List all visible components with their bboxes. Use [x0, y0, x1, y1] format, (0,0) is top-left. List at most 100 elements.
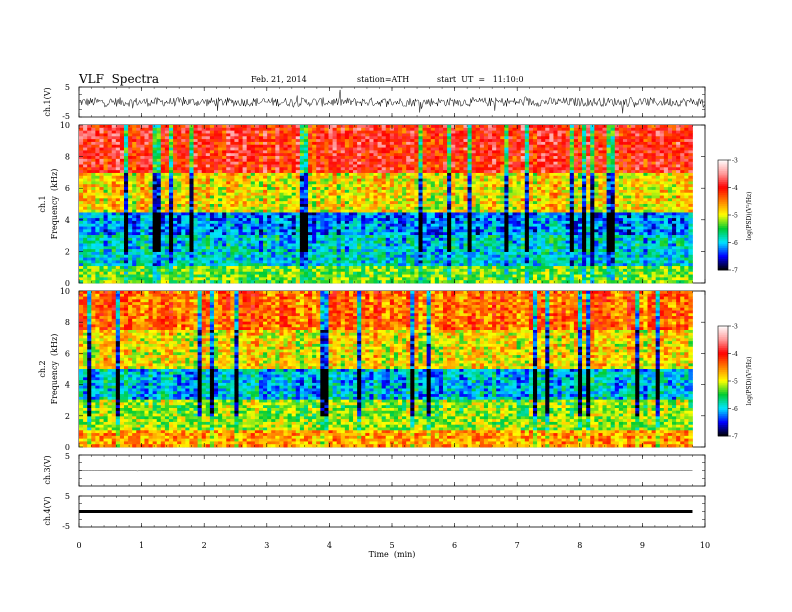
ch1-spectrogram-cell	[209, 125, 215, 129]
ch1-spectrogram-cell	[537, 204, 542, 208]
ch1-spectrogram-cell	[659, 141, 665, 146]
ch1-spectrogram-cell	[353, 127, 358, 132]
ch1-spectrogram-cell	[528, 170, 534, 174]
ch1-spectrogram-cell	[119, 144, 125, 148]
ch1-spectrogram-cell	[369, 178, 374, 182]
ch1-spectrogram-cell	[271, 209, 276, 213]
ch1-spectrogram-cell	[99, 201, 104, 205]
ch1-spectrogram-cell	[389, 141, 395, 146]
ch1-spectrogram-cell	[582, 195, 587, 199]
ch1-spectrogram-cell	[258, 198, 264, 202]
ch1-spectrogram-cell	[324, 187, 329, 191]
ch1-spectrogram-cell	[275, 172, 280, 177]
ch1-spectrogram-cell	[639, 198, 644, 202]
ch1-spectrogram-cell	[606, 150, 612, 154]
ch1-spectrogram-cell	[340, 212, 346, 216]
ch1-spectrogram-cell	[532, 141, 538, 146]
ch1-spectrogram-cell	[569, 189, 575, 194]
ch1-spectrogram-cell	[651, 161, 657, 165]
ch1-spectrogram-cell	[577, 187, 583, 191]
ch1-spectrogram-cell	[132, 170, 137, 174]
ch1-spectrogram-cell	[316, 215, 321, 219]
ch1-spectrogram-cell	[340, 181, 346, 185]
ch1-spectrogram-cell	[316, 212, 321, 216]
ch1-spectrogram-cell	[447, 158, 452, 163]
ch1-spectrogram-cell	[643, 139, 648, 143]
ch1-spectrogram-cell	[622, 158, 628, 163]
ch1-spectrogram-cell	[275, 133, 280, 137]
ch1-spectrogram-cell	[377, 198, 383, 202]
ch1-spectrogram-cell	[622, 127, 628, 132]
ch1-spectrogram-cell	[537, 133, 542, 137]
ch1-spectrogram-cell	[267, 212, 272, 216]
ch1-spectrogram-cell	[324, 125, 329, 129]
ch1-spectrogram-cell	[463, 175, 468, 180]
ch1-spectrogram-cell	[631, 184, 636, 188]
ch1-spectrogram-cell	[385, 178, 391, 182]
ch1-spectrogram-cell	[340, 125, 346, 129]
ch1-spectrogram-cell	[598, 178, 603, 182]
ch1-spectrogram-cell	[115, 192, 121, 196]
ch1-spectrogram-cell	[434, 184, 440, 188]
ch1-spectrogram-cell	[508, 136, 513, 140]
ch1-spectrogram-cell	[447, 127, 452, 132]
ch1-spectrogram-cell	[263, 172, 268, 177]
ch1-spectrogram-cell	[602, 184, 607, 188]
ch1-spectrogram-cell	[185, 130, 190, 134]
ch1-spectrogram-cell	[287, 164, 293, 168]
ch1-spectrogram-cell	[332, 187, 338, 191]
ch1-spectrogram-cell	[385, 164, 391, 168]
ch1-spectrogram-cell	[340, 170, 346, 174]
ch1-spectrogram-cell	[258, 153, 264, 157]
ch1-spectrogram-cell	[422, 150, 428, 154]
ch1-spectrogram-cell	[123, 167, 129, 171]
ch1-spectrogram-cell	[377, 192, 383, 196]
ch1-spectrogram-cell	[577, 130, 583, 134]
ch1-spectrogram-cell	[398, 161, 403, 165]
ch1-spectrogram-cell	[357, 209, 362, 213]
ch1-spectrogram-cell	[254, 167, 260, 171]
ch1-spectrogram-cell	[177, 147, 182, 151]
ch1-spectrogram-cell	[639, 184, 644, 188]
ch1-spectrogram-cell	[242, 206, 248, 211]
ch1-spectrogram-cell	[320, 198, 325, 202]
ch1-spectrogram-cell	[418, 141, 423, 146]
ch1-spectrogram-cell	[598, 204, 603, 208]
ch1-spectrogram-cell	[614, 164, 620, 168]
ch1-spectrogram-cell	[328, 195, 333, 199]
ch1-spectrogram-cell	[614, 136, 620, 140]
ch1-spectrogram-cell	[594, 192, 599, 196]
ch1-spectrogram-cell	[242, 158, 248, 163]
ch1-spectrogram-cell	[230, 198, 235, 202]
ch1-spectrogram-cell	[561, 198, 567, 202]
ch1-spectrogram-cell	[250, 167, 256, 171]
ch1-spectrogram-cell	[99, 209, 104, 213]
ch1-spectrogram-cell	[639, 150, 644, 154]
ch1-spectrogram-cell	[123, 204, 129, 208]
ch1-spectrogram-cell	[91, 167, 96, 171]
ch1-spectrogram-cell	[226, 141, 231, 146]
ch1-spectrogram-cell	[631, 195, 636, 199]
ch1-spectrogram-cell	[610, 167, 616, 171]
ch1-spectrogram-cell	[586, 158, 591, 163]
ch1-spectrogram-cell	[361, 139, 366, 143]
ch1-spectrogram-cell	[144, 127, 149, 132]
ch1-spectrogram-cell	[148, 201, 154, 205]
ch1-spectrogram-cell	[459, 127, 464, 132]
ch1-spectrogram-cell	[299, 189, 305, 194]
ch1-spectrogram-cell	[385, 150, 391, 154]
ch1-spectrogram-cell	[532, 127, 538, 132]
ch1-spectrogram-cell	[508, 189, 513, 194]
ch1-spectrogram-cell	[173, 125, 178, 129]
ch1-spectrogram-cell	[614, 156, 620, 160]
ch1-spectrogram-cell	[254, 130, 260, 134]
ch1-spectrogram-cell	[275, 156, 280, 160]
ch1-spectrogram-cell	[496, 181, 501, 185]
ch1-spectrogram-cell	[324, 164, 329, 168]
ch1-spectrogram-cell	[667, 167, 673, 171]
ch1-spectrogram-cell	[254, 187, 260, 191]
ch1-spectrogram-cell	[201, 181, 207, 185]
ch1-spectrogram-cell	[263, 215, 268, 219]
ch1-spectrogram-cell	[103, 125, 109, 129]
ch1-spectrogram-cell	[672, 125, 677, 129]
